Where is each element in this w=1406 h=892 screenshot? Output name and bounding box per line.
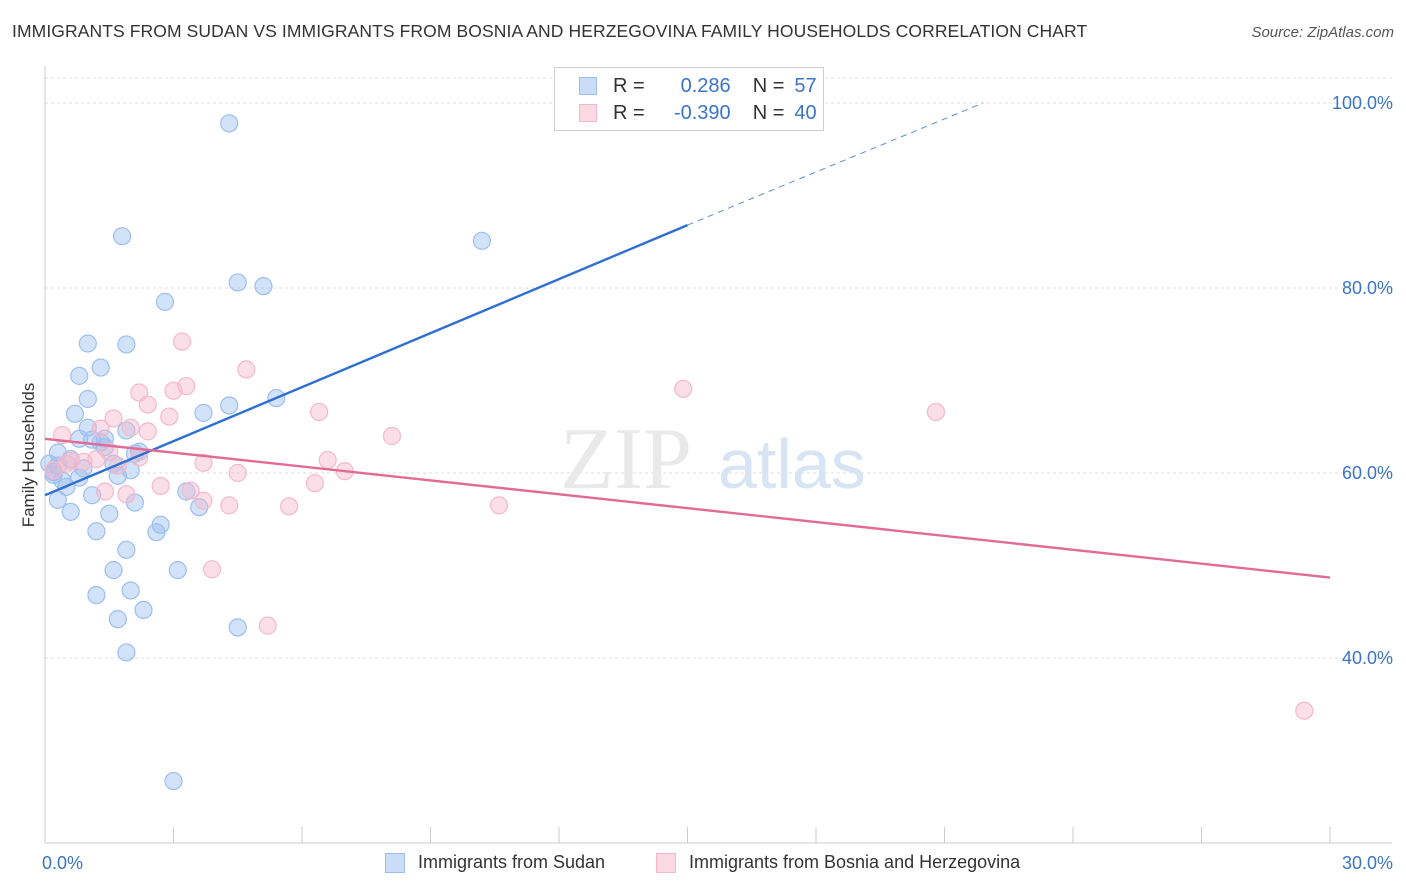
data-point bbox=[926, 402, 946, 422]
data-point bbox=[164, 771, 183, 791]
data-point bbox=[220, 496, 239, 515]
legend-r-value: 0.286 bbox=[680, 74, 731, 97]
data-point bbox=[117, 485, 136, 504]
series-legend-sudan: Immigrants from Sudan bbox=[385, 852, 605, 873]
data-point bbox=[151, 476, 170, 496]
data-point bbox=[48, 490, 67, 509]
source-label: Source: ZipAtlas.com bbox=[1251, 24, 1394, 41]
data-point bbox=[164, 381, 183, 400]
series-points-1 bbox=[44, 332, 1314, 720]
data-point bbox=[121, 418, 140, 437]
data-point bbox=[70, 366, 89, 385]
data-point bbox=[258, 616, 277, 635]
y-tick-label: 100.0% bbox=[1332, 93, 1393, 113]
legend-n-value: 57 bbox=[794, 74, 817, 97]
chart-title: IMMIGRANTS FROM SUDAN VS IMMIGRANTS FROM… bbox=[12, 21, 1088, 41]
data-point bbox=[104, 409, 123, 428]
legend-r-value: -0.390 bbox=[673, 101, 731, 124]
data-point bbox=[91, 419, 110, 438]
axes bbox=[44, 66, 1392, 844]
data-point bbox=[228, 618, 247, 637]
data-point bbox=[108, 610, 127, 629]
data-point bbox=[318, 450, 337, 470]
y-axis-label: Family Households bbox=[19, 382, 38, 528]
data-point bbox=[134, 600, 153, 620]
y-tick-label: 80.0% bbox=[1342, 278, 1393, 298]
series-swatch-sudan bbox=[385, 852, 405, 873]
data-point bbox=[228, 463, 247, 483]
data-point bbox=[310, 402, 329, 422]
data-point bbox=[117, 540, 136, 559]
data-point bbox=[220, 114, 239, 133]
data-point bbox=[172, 332, 192, 351]
data-point bbox=[305, 474, 324, 493]
trend-extension-0 bbox=[687, 102, 984, 226]
series-swatch-bosnia bbox=[656, 852, 676, 873]
data-point bbox=[1295, 701, 1314, 720]
series-label-sudan: Immigrants from Sudan bbox=[418, 852, 606, 872]
data-point bbox=[117, 643, 136, 662]
data-point bbox=[65, 404, 85, 423]
data-point bbox=[147, 523, 166, 542]
data-point bbox=[100, 504, 119, 523]
legend-row-sudan: R = 0.286 N = 57 bbox=[579, 73, 817, 99]
data-point bbox=[168, 561, 187, 580]
data-point bbox=[138, 395, 157, 414]
data-point bbox=[382, 426, 402, 446]
data-point bbox=[57, 454, 76, 473]
data-point bbox=[160, 407, 179, 426]
correlation-legend: R = 0.286 N = 57 R = -0.390 N = 40 bbox=[554, 67, 824, 131]
legend-r-label: R = bbox=[613, 101, 645, 124]
data-point bbox=[254, 277, 273, 296]
data-point bbox=[91, 358, 110, 377]
tick-labels: 40.0% 60.0% 80.0% 100.0% 0.0% 30.0% bbox=[42, 93, 1393, 873]
data-point bbox=[202, 560, 222, 579]
x-tick-label-min: 0.0% bbox=[42, 853, 83, 873]
trend-lines bbox=[44, 102, 1331, 579]
watermark-zip: ZIP bbox=[560, 411, 692, 508]
data-points bbox=[40, 114, 1314, 791]
series-legend-bosnia: Immigrants from Bosnia and Herzegovina bbox=[656, 852, 1020, 873]
data-point bbox=[220, 396, 239, 415]
data-point bbox=[674, 379, 693, 398]
data-point bbox=[78, 334, 97, 353]
legend-n-label: N = bbox=[752, 74, 785, 97]
data-point bbox=[61, 502, 80, 521]
data-point bbox=[280, 497, 299, 516]
data-point bbox=[95, 482, 115, 501]
data-point bbox=[228, 273, 247, 292]
data-point bbox=[194, 491, 213, 510]
data-point bbox=[104, 561, 123, 580]
data-point bbox=[78, 389, 97, 409]
data-point bbox=[87, 450, 106, 469]
data-point bbox=[194, 453, 213, 472]
watermark: ZIP atlas bbox=[560, 411, 866, 508]
y-tick-label: 60.0% bbox=[1342, 463, 1393, 483]
legend-n-value: 40 bbox=[794, 101, 817, 124]
data-point bbox=[472, 231, 491, 250]
data-point bbox=[155, 292, 175, 311]
data-point bbox=[181, 481, 200, 500]
data-point bbox=[489, 496, 509, 515]
data-point bbox=[87, 522, 106, 541]
data-point bbox=[194, 403, 213, 422]
x-tick-label-max: 30.0% bbox=[1342, 853, 1393, 873]
y-tick-label: 40.0% bbox=[1342, 648, 1393, 668]
legend-r-label: R = bbox=[613, 74, 645, 97]
data-point bbox=[112, 227, 132, 246]
data-point bbox=[138, 422, 157, 441]
data-point bbox=[121, 581, 140, 600]
legend-swatch-bosnia bbox=[579, 104, 597, 122]
legend-row-bosnia: R = -0.390 N = 40 bbox=[579, 100, 817, 126]
data-point bbox=[44, 465, 63, 484]
series-label-bosnia: Immigrants from Bosnia and Herzegovina bbox=[689, 852, 1021, 872]
data-point bbox=[87, 585, 106, 605]
data-point bbox=[237, 360, 256, 379]
legend-n-label: N = bbox=[752, 101, 785, 124]
data-point bbox=[117, 335, 136, 354]
trend-line-1 bbox=[44, 437, 1331, 579]
legend-swatch-sudan bbox=[579, 77, 597, 95]
watermark-atlas: atlas bbox=[718, 425, 866, 503]
